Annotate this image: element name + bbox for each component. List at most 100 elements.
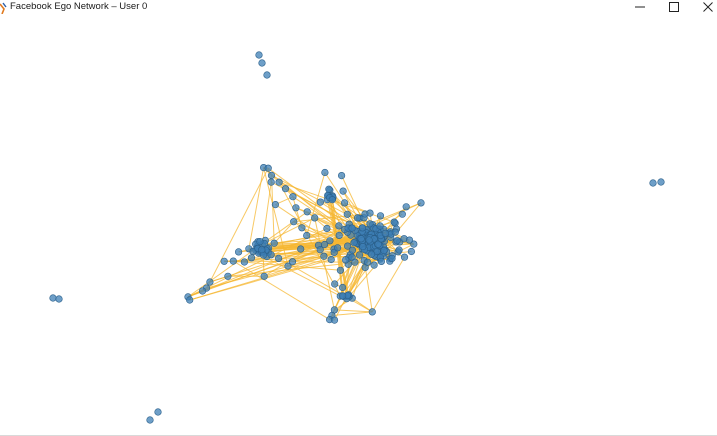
graph-node [311,214,319,222]
graph-node [224,272,232,280]
graph-node [339,187,347,195]
graph-node [258,59,266,67]
graph-node [335,231,343,239]
title-bar[interactable]: Facebook Ego Network – User 0 [0,0,717,16]
graph-node [343,210,351,218]
minimize-button[interactable] [625,0,655,14]
graph-edge [270,181,375,237]
graph-node [154,408,162,416]
graph-edge [189,259,332,301]
graph-node [348,224,356,232]
graph-edge [360,242,373,312]
graph-node [377,257,386,266]
graph-node [206,278,214,286]
graph-node [368,308,376,316]
graph-node [390,218,398,226]
graph-node [271,201,280,209]
maximize-button[interactable] [659,0,689,14]
graph-node [275,254,283,262]
graph-node [354,214,362,222]
graph-node [264,164,272,172]
graph-node [417,199,425,207]
graph-node [320,240,329,249]
graph-node [255,51,263,59]
graph-edge [351,297,373,313]
graph-node [284,262,292,270]
graph-node [331,280,339,288]
graph-node [344,242,352,250]
matplotlib-figure-icon [0,1,8,15]
graph-node [55,295,63,303]
graph-node [358,224,367,232]
graph-node [381,229,390,237]
graph-node [275,178,283,186]
network-graph-canvas[interactable] [0,16,717,435]
graph-node [281,185,290,193]
graph-node [49,294,57,302]
maximize-icon [669,2,679,12]
graph-node [351,258,359,266]
graph-node [330,316,339,324]
graph-edge [187,211,308,298]
graph-edge [314,217,335,311]
graph-node [374,240,382,248]
graph-node [335,222,343,230]
graph-node [328,196,336,204]
graph-node [297,245,305,253]
graph-node [290,218,298,226]
graph-node [320,252,328,260]
graph-node [323,224,331,233]
graph-node [357,235,365,243]
graph-node [338,172,346,180]
graph-node [267,178,275,186]
graph-node [657,178,665,186]
graph-node [292,204,300,212]
graph-edge [273,221,295,244]
minimize-icon [635,6,645,8]
graph-edge [209,167,269,283]
graph-node [376,212,385,220]
graph-node [303,231,311,240]
graph-node [366,209,374,217]
graph-node [186,296,194,304]
graph-node [240,258,248,266]
graph-node [380,246,388,255]
graph-node [316,246,324,254]
graph-node [398,210,406,218]
graph-node [649,179,657,187]
graph-node [402,203,410,211]
graph-node [316,198,325,206]
graph-edge [293,213,366,223]
graph-node [258,246,266,254]
graph-node [235,248,243,256]
graph-node [198,287,207,295]
graph-node [303,208,311,216]
graph-node [359,243,367,251]
graph-node [325,185,333,193]
graph-edge [262,217,315,245]
window-title: Facebook Ego Network – User 0 [10,1,148,12]
graph-node [339,292,347,300]
graph-node [376,222,384,230]
graph-node [321,168,329,177]
graph-nodes [49,51,665,424]
graph-node [341,199,349,207]
graph-node [405,236,414,244]
graph-node [146,416,154,424]
graph-node [256,238,264,246]
graph-node [391,228,399,236]
graph-edge [334,309,373,313]
graph-node [393,237,401,245]
graph-node [247,254,256,262]
graph-node [336,266,345,274]
graph-node [270,239,278,247]
graph-node [339,283,347,292]
close-button[interactable] [693,0,717,14]
graph-edge [278,181,341,297]
graph-edge [271,175,275,244]
graph-node [370,261,378,269]
graph-node [263,71,271,79]
graph-node [395,246,403,254]
graph-node [267,171,276,179]
